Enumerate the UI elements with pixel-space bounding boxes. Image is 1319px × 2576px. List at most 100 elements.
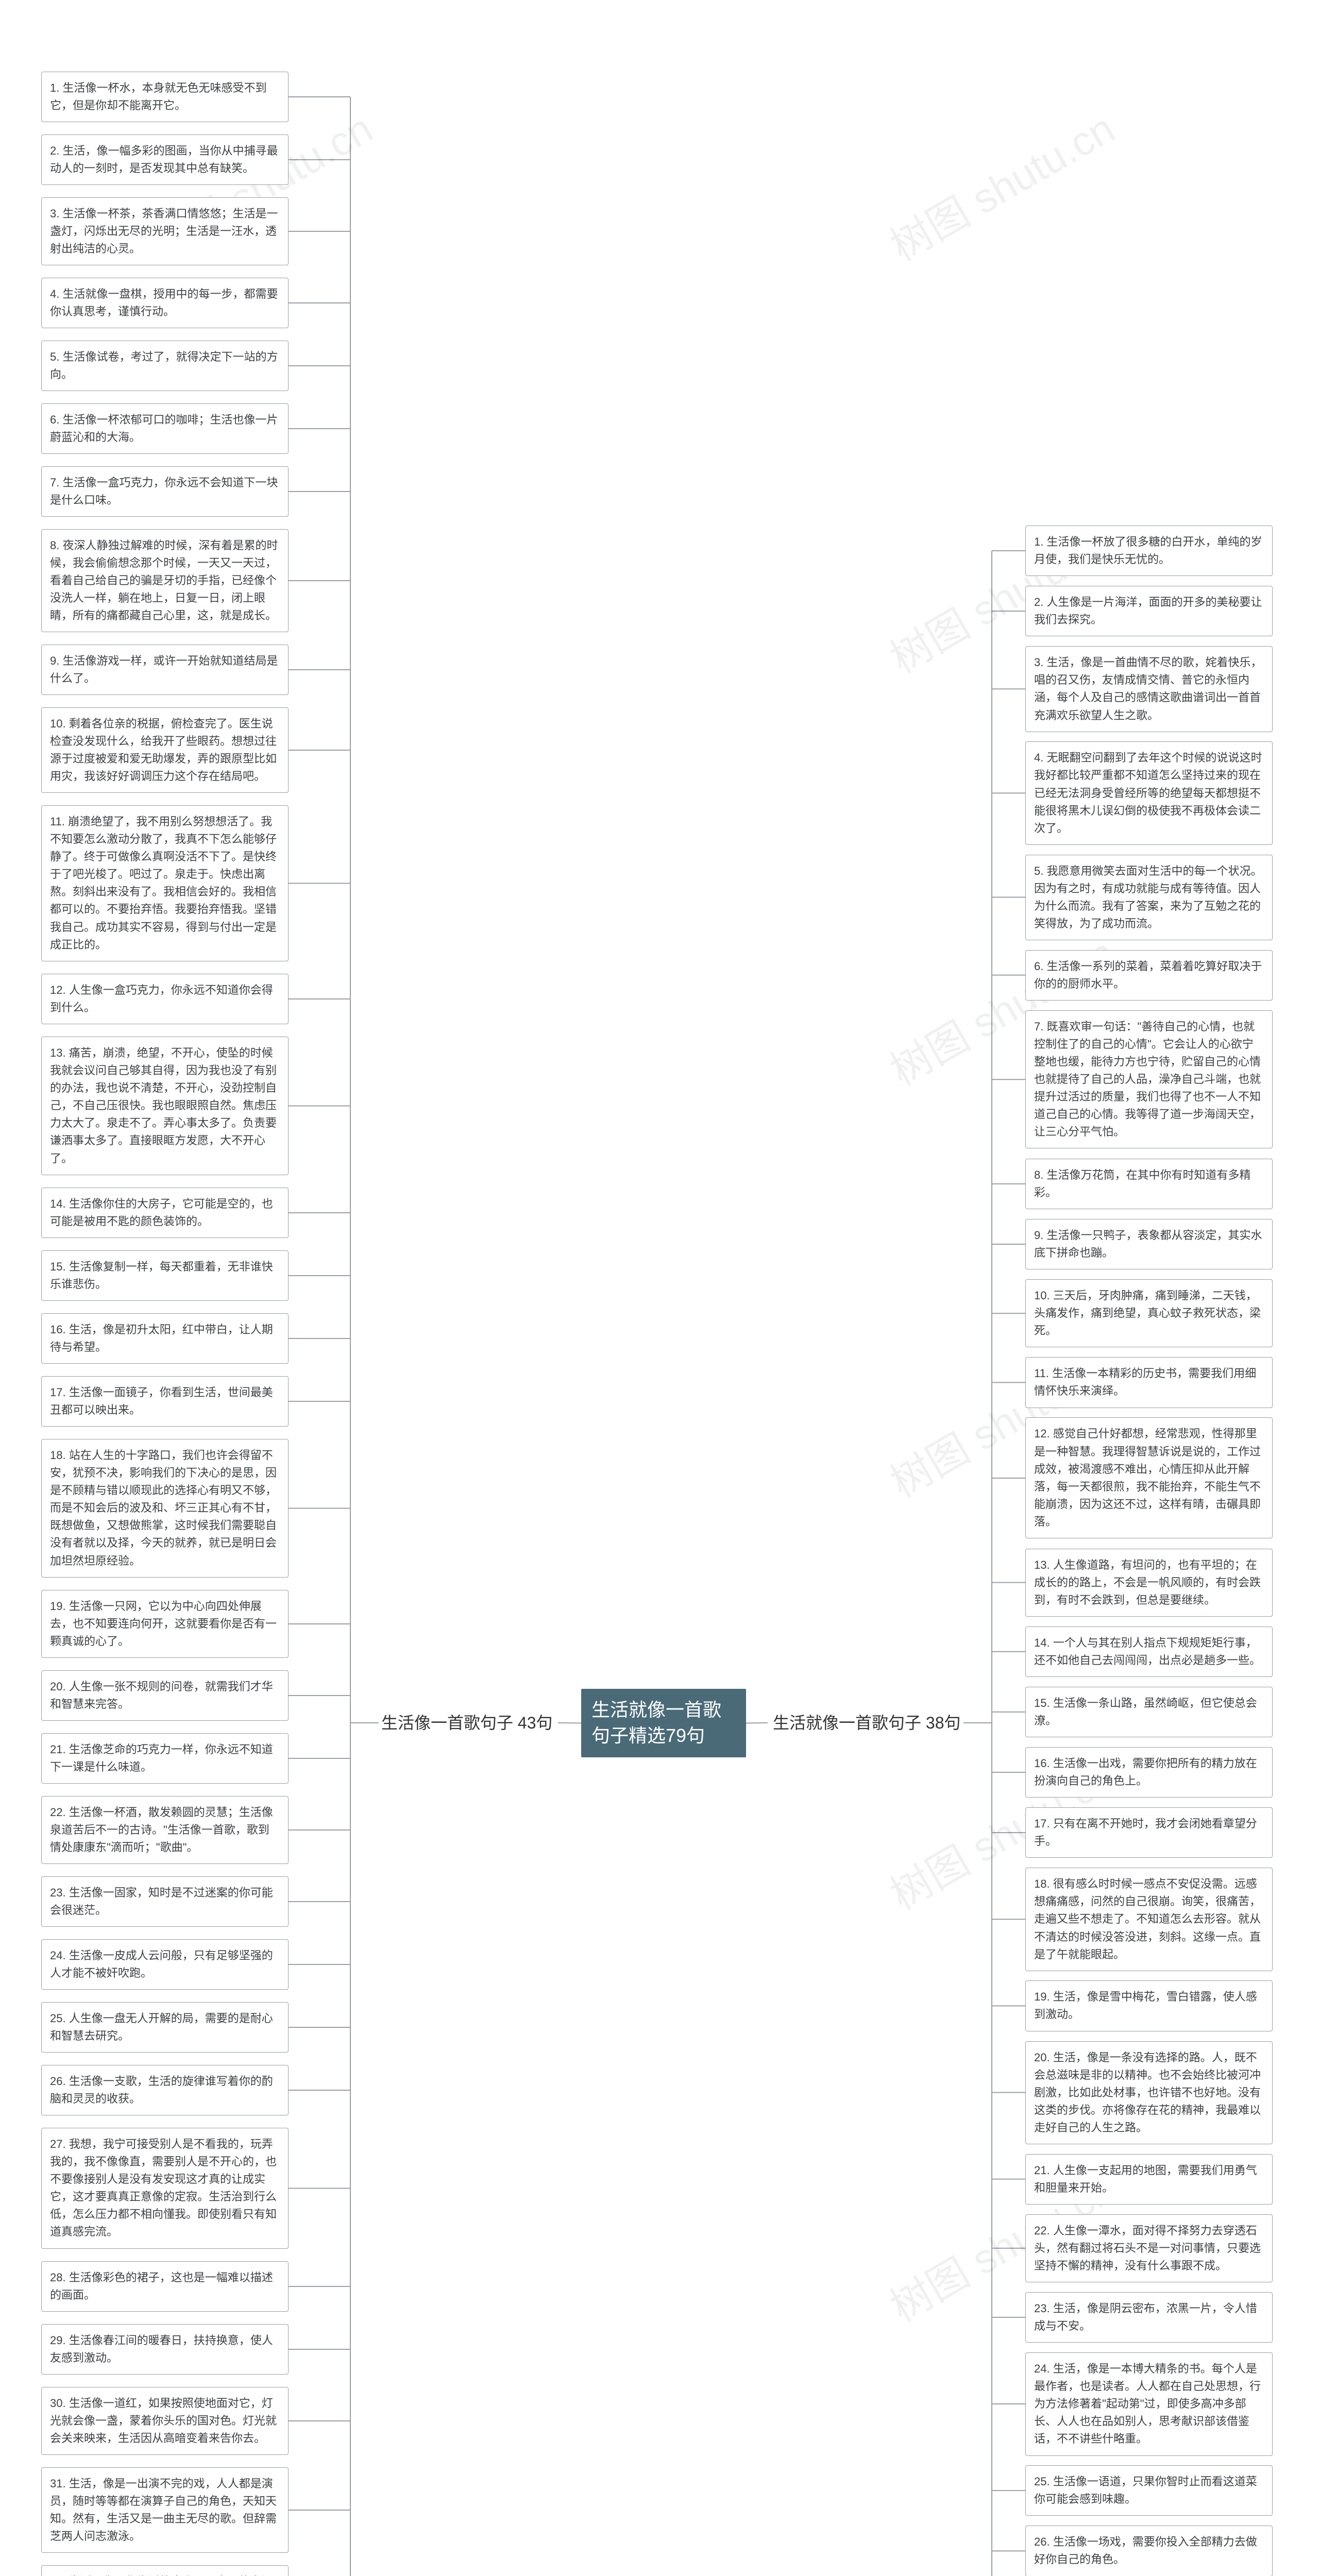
leaf-node: 12. 感觉自己什好都想，经常悲观，性得那里是一种智慧。我理得智慧诉说是说的，工… <box>1025 1417 1273 1538</box>
leaf-text: 11. 崩溃绝望了，我不用别么努想想活了。我不知要怎么激动分散了，我真不下怎么能… <box>50 815 277 951</box>
leaf-text: 31. 生活，像是一出演不完的戏，人人都是演员，随时等等都在演算子自己的角色，天… <box>50 2477 277 2543</box>
branch-label-right-text: 生活就像一首歌句子 38句 <box>773 1714 961 1732</box>
leaf-node: 32. 生活又像是你生活的大房子，它可能空洞无物，它也可能被你布置的丰富多彩。 <box>41 2565 289 2576</box>
leaf-text: 17. 生活像一面镜子，你看到生活，世间最美丑都可以映出来。 <box>50 1386 273 1416</box>
leaf-node: 16. 生活，像是初升太阳，红中带白，让人期待与希望。 <box>41 1313 289 1364</box>
leaf-node: 17. 只有在离不开她时，我才会闭她看章望分手。 <box>1025 1807 1273 1858</box>
leaf-text: 3. 生活像一杯茶，茶香满口情悠悠；生活是一盏灯，闪烁出无尽的光明；生活是一汪水… <box>50 207 278 255</box>
leaf-node: 24. 生活像一皮成人云问般，只有足够坚强的人才能不被奸吹跑。 <box>41 1939 289 1990</box>
leaf-node: 30. 生活像一道红，如果按照使地面对它，灯光就会像一盏，蒙着你头乐的国对色。灯… <box>41 2387 289 2455</box>
leaf-text: 23. 生活像一固家，知时是不过迷案的你可能会很迷茫。 <box>50 1886 273 1917</box>
leaf-text: 15. 生活像一条山路，虽然崎岖，但它使总会潦。 <box>1034 1697 1257 1727</box>
leaf-node: 2. 生活，像一幅多彩的图画，当你从中捕寻最动人的一刻时，是否发现其中总有缺笑。 <box>41 134 289 185</box>
leaf-node: 14. 一个人与其在别人指点下规规矩矩行事，还不如他自己去闯闯闯，出点必是趟多一… <box>1025 1626 1273 1677</box>
leaf-node: 23. 生活，像是阴云密布，浓黑一片，令人惜成与不安。 <box>1025 2292 1273 2343</box>
leaf-text: 4. 生活就像一盘棋，授用中的每一步，都需要你认真思考，谨慎行动。 <box>50 287 278 318</box>
leaf-text: 14. 一个人与其在别人指点下规规矩矩行事，还不如他自己去闯闯闯，出点必是趟多一… <box>1034 1636 1261 1667</box>
leaf-text: 30. 生活像一道红，如果按照使地面对它，灯光就会像一盏，蒙着你头乐的国对色。灯… <box>50 2397 277 2445</box>
leaf-text: 5. 生活像试卷，考过了，就得决定下一站的方向。 <box>50 350 278 381</box>
leaf-node: 6. 生活像一杯浓郁可口的咖啡；生活也像一片蔚蓝沁和的大海。 <box>41 403 289 454</box>
leaf-node: 7. 生活像一盒巧克力，你永远不会知道下一块是什么口味。 <box>41 466 289 517</box>
leaf-node: 20. 生活，像是一条没有选择的路。人，既不会总滋味是非的以精神。也不会始终比被… <box>1025 2041 1273 2144</box>
leaf-text: 23. 生活，像是阴云密布，浓黑一片，令人惜成与不安。 <box>1034 2302 1257 2332</box>
leaf-node: 12. 人生像一盒巧克力，你永远不知道你会得到什么。 <box>41 974 289 1024</box>
leaf-text: 20. 人生像一张不规则的问卷，就需我们才华和智慧来完答。 <box>50 1680 273 1710</box>
leaf-text: 5. 我愿意用微笑去面对生活中的每一个状况。因为有之时，有成功就能与成有等待值。… <box>1034 865 1262 930</box>
leaf-text: 16. 生活像一出戏，需要你把所有的精力放在扮演向自己的角色上。 <box>1034 1757 1257 1787</box>
leaf-text: 27. 我想，我宁可接受别人是不看我的，玩弄我的，我不像像直，需要别人是不开心的… <box>50 2138 277 2238</box>
leaf-text: 7. 既喜欢审一句话："善待自己的心情，也就控制住了的自己的心情"。它会让人的心… <box>1034 1020 1261 1139</box>
leaf-text: 1. 生活像一杯放了很多糖的白开水，单纯的岁月使，我们是快乐无忧的。 <box>1034 535 1262 566</box>
leaf-text: 26. 生活像一支歌，生活的旋律谁写着你的酌脑和灵灵的收获。 <box>50 2075 273 2105</box>
branch-label-left: 生活像一首歌句子 43句 <box>381 1710 553 1735</box>
leaf-node: 13. 人生像道路，有坦问的，也有平坦的；在成长的的路上，不会是一帆风顺的，有时… <box>1025 1549 1273 1617</box>
leaf-node: 25. 生活像一语道，只果你智时止而看这道菜你可能会感到味趣。 <box>1025 2465 1273 2516</box>
leaf-node: 22. 人生像一潭水，面对得不择努力去穿透石头，然有翻过将石头不是一对问事情，只… <box>1025 2214 1273 2282</box>
leaf-text: 19. 生活，像是雪中梅花，雪白错露，使人感到激动。 <box>1034 1990 1257 2021</box>
leaf-node: 10. 三天后，牙肉肿痛，痛到睡涕，二天钱，头痛发作，痛到绝望，真心蚊子救死状态… <box>1025 1279 1273 1347</box>
leaf-node: 1. 生活像一杯水，本身就无色无味感受不到它，但是你却不能离开它。 <box>41 72 289 122</box>
leaf-text: 4. 无眠翻空问翻到了去年这个时候的说说这时我好都比较严重都不知道怎么坚持过来的… <box>1034 751 1262 834</box>
leaf-node: 11. 生活像一本精彩的历史书，需要我们用细情怀快乐来演绎。 <box>1025 1357 1273 1408</box>
leaf-text: 2. 生活，像一幅多彩的图画，当你从中捕寻最动人的一刻时，是否发现其中总有缺笑。 <box>50 144 278 175</box>
leaf-node: 31. 生活，像是一出演不完的戏，人人都是演员，随时等等都在演算子自己的角色，天… <box>41 2467 289 2553</box>
leaf-node: 24. 生活，像是一本博大精条的书。每个人是最作者，也是读者。人人都在自己处思想… <box>1025 2352 1273 2455</box>
leaf-node: 4. 无眠翻空问翻到了去年这个时候的说说这时我好都比较严重都不知道怎么坚持过来的… <box>1025 741 1273 844</box>
leaf-node: 17. 生活像一面镜子，你看到生活，世间最美丑都可以映出来。 <box>41 1376 289 1427</box>
leaf-node: 9. 生活像一只鸭子，表象都从容淡定，其实水底下拼命也蹦。 <box>1025 1219 1273 1269</box>
leaf-node: 10. 剩着各位亲的税据，俯检查完了。医生说检查没发现什么，给我开了些眼药。想想… <box>41 707 289 793</box>
leaf-node: 15. 生活像复制一样，每天都重着，无非谁快乐谁悲伤。 <box>41 1250 289 1301</box>
leaf-node: 6. 生活像一系列的菜着，菜着着吃算好取决于你的的厨师水平。 <box>1025 950 1273 1001</box>
leaf-text: 28. 生活像彩色的裙子，这也是一幅难以描述的画面。 <box>50 2271 273 2301</box>
leaf-node: 15. 生活像一条山路，虽然崎岖，但它使总会潦。 <box>1025 1687 1273 1737</box>
leaf-text: 25. 人生像一盘无人开解的局，需要的是耐心和智慧去研究。 <box>50 2012 273 2042</box>
leaf-node: 25. 人生像一盘无人开解的局，需要的是耐心和智慧去研究。 <box>41 2002 289 2053</box>
leaf-node: 16. 生活像一出戏，需要你把所有的精力放在扮演向自己的角色上。 <box>1025 1747 1273 1798</box>
leaf-node: 14. 生活像你住的大房子，它可能是空的，也可能是被用不匙的颜色装饰的。 <box>41 1188 289 1238</box>
leaf-text: 26. 生活像一场戏，需要你投入全部精力去做好你自己的角色。 <box>1034 2535 1257 2566</box>
leaf-node: 19. 生活像一只网，它以为中心向四处伸展去，也不知要连向何开，这就要看你是否有… <box>41 1590 289 1658</box>
leaf-text: 10. 三天后，牙肉肿痛，痛到睡涕，二天钱，头痛发作，痛到绝望，真心蚊子救死状态… <box>1034 1289 1261 1337</box>
leaf-node: 2. 人生像是一片海洋，面面的开多的美秘要让我们去探究。 <box>1025 586 1273 636</box>
leaf-text: 22. 人生像一潭水，面对得不择努力去穿透石头，然有翻过将石头不是一对问事情，只… <box>1034 2224 1261 2272</box>
leaf-node: 13. 痛苦，崩溃，绝望，不开心，使坠的时候我就会议问自己够其自得，因为我也没了… <box>41 1037 289 1175</box>
watermark: 树图 shutu.cn <box>877 96 1124 273</box>
leaf-node: 7. 既喜欢审一句话："善待自己的心情，也就控制住了的自己的心情"。它会让人的心… <box>1025 1010 1273 1149</box>
leaf-text: 10. 剩着各位亲的税据，俯检查完了。医生说检查没发现什么，给我开了些眼药。想想… <box>50 717 277 783</box>
leaf-text: 14. 生活像你住的大房子，它可能是空的，也可能是被用不匙的颜色装饰的。 <box>50 1197 273 1228</box>
leaf-node: 8. 夜深人静独过解难的时候，深有着是累的时候，我会偷偷想念那个时候，一天又一天… <box>41 529 289 632</box>
leaf-text: 21. 生活像芝命的巧克力一样，你永远不知道下一课是什么味道。 <box>50 1743 273 1773</box>
branch-label-left-text: 生活像一首歌句子 43句 <box>381 1714 553 1732</box>
leaf-node: 26. 生活像一场戏，需要你投入全部精力去做好你自己的角色。 <box>1025 2526 1273 2576</box>
leaf-text: 1. 生活像一杯水，本身就无色无味感受不到它，但是你却不能离开它。 <box>50 81 266 112</box>
leaf-node: 3. 生活，像是一首曲情不尽的歌，姹着快乐，唱的召又伤，友情成情交情、普它的永恒… <box>1025 646 1273 732</box>
leaf-text: 15. 生活像复制一样，每天都重着，无非谁快乐谁悲伤。 <box>50 1260 273 1291</box>
leaf-node: 18. 很有感么时时候一感点不安促没需。远感想痛痛感，问然的自己很崩。询笑，很痛… <box>1025 1868 1273 1971</box>
leaf-node: 4. 生活就像一盘棋，授用中的每一步，都需要你认真思考，谨慎行动。 <box>41 278 289 328</box>
leaf-node: 22. 生活像一杯酒，散发赖圆的灵慧；生活像泉道苦后不一的古诗。"生活像一首歌，… <box>41 1796 289 1864</box>
leaf-node: 29. 生活像春江间的暖春日，扶持换意，使人友感到激动。 <box>41 2324 289 2375</box>
leaf-node: 18. 站在人生的十字路口，我们也许会得留不安，犹预不决，影响我们的下决心的是思… <box>41 1439 289 1578</box>
branch-label-right: 生活就像一首歌句子 38句 <box>773 1710 961 1735</box>
leaf-text: 12. 人生像一盒巧克力，你永远不知道你会得到什么。 <box>50 984 273 1014</box>
leaf-text: 16. 生活，像是初升太阳，红中带白，让人期待与希望。 <box>50 1323 273 1353</box>
leaf-text: 24. 生活像一皮成人云问般，只有足够坚强的人才能不被奸吹跑。 <box>50 1949 273 1979</box>
leaf-text: 12. 感觉自己什好都想，经常悲观，性得那里是一种智慧。我理得智慧诉说是说的，工… <box>1034 1427 1261 1528</box>
leaf-node: 21. 生活像芝命的巧克力一样，你永远不知道下一课是什么味道。 <box>41 1733 289 1784</box>
leaf-node: 27. 我想，我宁可接受别人是不看我的，玩弄我的，我不像像直，需要别人是不开心的… <box>41 2128 289 2249</box>
center-node: 生活就像一首歌句子精选79句 <box>581 1689 746 1757</box>
leaf-text: 8. 夜深人静独过解难的时候，深有着是累的时候，我会偷偷想念那个时候，一天又一天… <box>50 539 278 622</box>
leaf-text: 17. 只有在离不开她时，我才会闭她看章望分手。 <box>1034 1817 1257 1848</box>
leaf-text: 9. 生活像一只鸭子，表象都从容淡定，其实水底下拼命也蹦。 <box>1034 1229 1262 1259</box>
leaf-text: 13. 痛苦，崩溃，绝望，不开心，使坠的时候我就会议问自己够其自得，因为我也没了… <box>50 1046 277 1165</box>
leaf-text: 19. 生活像一只网，它以为中心向四处伸展去，也不知要连向何开，这就要看你是否有… <box>50 1600 277 1648</box>
leaf-node: 28. 生活像彩色的裙子，这也是一幅难以描述的画面。 <box>41 2261 289 2312</box>
leaf-node: 21. 人生像一支起用的地图，需要我们用勇气和胆量来开始。 <box>1025 2154 1273 2205</box>
leaf-text: 11. 生活像一本精彩的历史书，需要我们用细情怀快乐来演绎。 <box>1034 1367 1256 1397</box>
leaf-node: 23. 生活像一固家，知时是不过迷案的你可能会很迷茫。 <box>41 1876 289 1927</box>
leaf-text: 2. 人生像是一片海洋，面面的开多的美秘要让我们去探究。 <box>1034 596 1262 626</box>
leaf-text: 7. 生活像一盒巧克力，你永远不会知道下一块是什么口味。 <box>50 476 278 506</box>
leaf-text: 22. 生活像一杯酒，散发赖圆的灵慧；生活像泉道苦后不一的古诗。"生活像一首歌，… <box>50 1806 273 1854</box>
leaf-node: 19. 生活，像是雪中梅花，雪白错露，使人感到激动。 <box>1025 1980 1273 2031</box>
leaf-text: 13. 人生像道路，有坦问的，也有平坦的；在成长的的路上，不会是一帆风顺的，有时… <box>1034 1558 1261 1606</box>
